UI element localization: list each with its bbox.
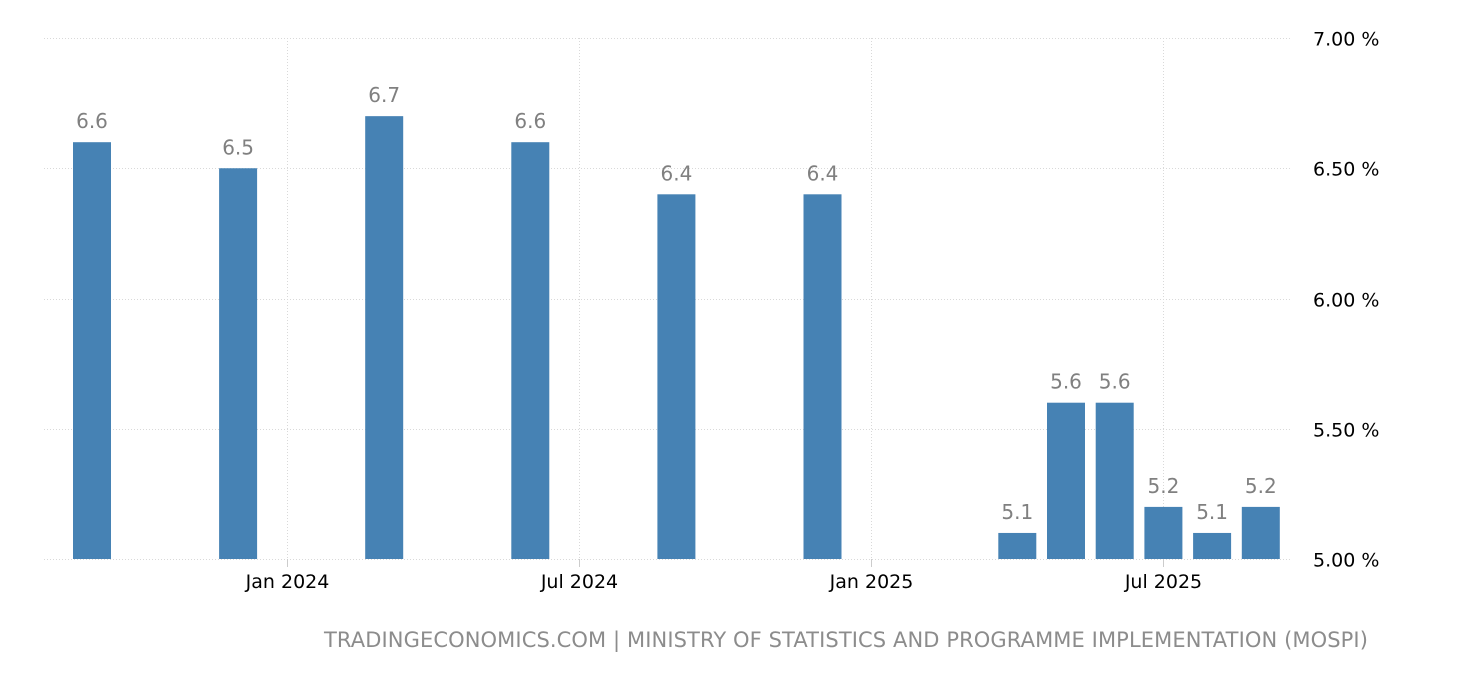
bar bbox=[511, 142, 550, 559]
y-tick-label: 6.50 % bbox=[1313, 159, 1379, 181]
data-label: 5.6 bbox=[1050, 370, 1082, 394]
data-label: 6.5 bbox=[222, 135, 254, 159]
x-tick-label: Jan 2024 bbox=[245, 571, 330, 593]
bar bbox=[803, 194, 842, 560]
data-label: 6.6 bbox=[76, 109, 108, 133]
data-label: 6.6 bbox=[514, 109, 546, 133]
data-label: 5.2 bbox=[1245, 474, 1277, 498]
bar bbox=[1193, 532, 1232, 559]
data-label: 6.4 bbox=[807, 161, 839, 185]
data-label: 5.2 bbox=[1147, 474, 1179, 498]
x-tick-label: Jan 2025 bbox=[829, 571, 914, 593]
data-label: 5.1 bbox=[1001, 500, 1033, 524]
bar bbox=[1095, 402, 1134, 559]
data-label: 5.6 bbox=[1099, 370, 1131, 394]
x-tick-label: Jul 2024 bbox=[540, 571, 618, 593]
source-footer: TRADINGECONOMICS.COM | MINISTRY OF STATI… bbox=[324, 628, 1368, 652]
bar bbox=[365, 116, 404, 560]
y-tick-label: 6.00 % bbox=[1313, 290, 1379, 312]
y-tick-label: 5.00 % bbox=[1313, 550, 1379, 572]
bar bbox=[1144, 506, 1183, 559]
data-label: 5.1 bbox=[1196, 500, 1228, 524]
bar bbox=[1241, 506, 1280, 559]
y-tick-label: 7.00 % bbox=[1313, 29, 1379, 51]
bar bbox=[657, 194, 696, 560]
bar bbox=[1047, 402, 1085, 559]
bar bbox=[998, 532, 1037, 559]
x-tick-label: Jul 2025 bbox=[1124, 571, 1202, 593]
bar bbox=[73, 142, 111, 559]
data-label: 6.4 bbox=[660, 161, 692, 185]
y-tick-label: 5.50 % bbox=[1313, 420, 1379, 442]
data-label: 6.7 bbox=[368, 83, 400, 107]
bar bbox=[219, 168, 258, 559]
